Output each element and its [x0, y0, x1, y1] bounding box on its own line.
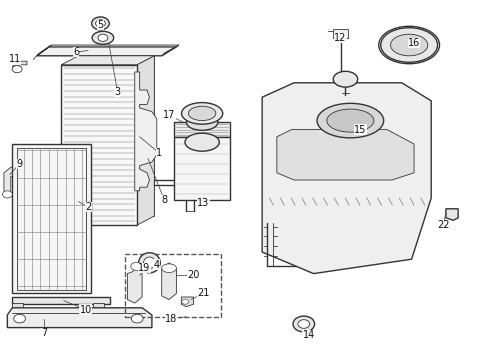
Circle shape [12, 66, 22, 73]
Text: 8: 8 [161, 195, 167, 205]
Ellipse shape [144, 257, 155, 269]
Ellipse shape [162, 264, 176, 273]
Text: 18: 18 [165, 314, 177, 324]
Polygon shape [277, 130, 414, 180]
Ellipse shape [139, 253, 160, 273]
Ellipse shape [317, 103, 384, 138]
Ellipse shape [381, 28, 438, 62]
Text: 21: 21 [197, 288, 210, 298]
Circle shape [92, 17, 109, 30]
Circle shape [182, 299, 189, 304]
Circle shape [131, 314, 143, 323]
Text: 3: 3 [115, 87, 121, 97]
Ellipse shape [327, 109, 374, 132]
Polygon shape [37, 47, 176, 56]
Text: 22: 22 [437, 220, 450, 230]
Circle shape [131, 262, 142, 270]
Polygon shape [61, 65, 137, 225]
Polygon shape [262, 83, 431, 274]
Bar [93, 303, 104, 308]
Circle shape [98, 34, 108, 41]
Text: 10: 10 [79, 305, 92, 315]
Text: 16: 16 [408, 38, 420, 48]
Polygon shape [78, 56, 154, 216]
Polygon shape [7, 308, 152, 328]
Bar [12, 303, 23, 308]
Polygon shape [12, 144, 91, 293]
Ellipse shape [188, 106, 216, 121]
Text: 15: 15 [354, 125, 367, 135]
Polygon shape [49, 45, 179, 47]
Polygon shape [12, 61, 27, 68]
Polygon shape [162, 45, 179, 56]
Polygon shape [174, 122, 230, 137]
Text: 1: 1 [156, 148, 162, 158]
Polygon shape [12, 297, 110, 304]
Text: 11: 11 [9, 54, 21, 64]
Polygon shape [181, 297, 194, 307]
Text: 12: 12 [334, 33, 347, 43]
Polygon shape [4, 167, 12, 194]
Circle shape [293, 316, 315, 332]
Polygon shape [37, 45, 51, 56]
Polygon shape [137, 56, 154, 225]
Text: 9: 9 [17, 159, 23, 169]
Ellipse shape [185, 133, 219, 151]
Text: 13: 13 [197, 198, 210, 208]
Polygon shape [162, 263, 176, 300]
Text: 20: 20 [187, 270, 200, 280]
Circle shape [96, 20, 105, 27]
Polygon shape [174, 137, 230, 200]
Ellipse shape [333, 71, 358, 87]
Polygon shape [127, 265, 142, 303]
Circle shape [2, 191, 12, 198]
Text: 7: 7 [41, 328, 47, 338]
Bar [125, 254, 220, 317]
Circle shape [14, 314, 25, 323]
Text: 17: 17 [163, 110, 175, 120]
Text: 19: 19 [138, 263, 151, 273]
Circle shape [298, 320, 310, 328]
Text: 2: 2 [85, 202, 91, 212]
Polygon shape [446, 209, 458, 220]
Ellipse shape [391, 34, 428, 56]
Text: 14: 14 [303, 330, 315, 340]
Ellipse shape [181, 103, 222, 124]
Polygon shape [135, 72, 157, 191]
Polygon shape [61, 56, 154, 65]
Bar [333, 29, 348, 38]
Text: 4: 4 [154, 260, 160, 270]
Ellipse shape [92, 31, 114, 44]
Text: 5: 5 [98, 20, 103, 30]
Ellipse shape [186, 114, 218, 130]
Text: 6: 6 [73, 47, 79, 57]
